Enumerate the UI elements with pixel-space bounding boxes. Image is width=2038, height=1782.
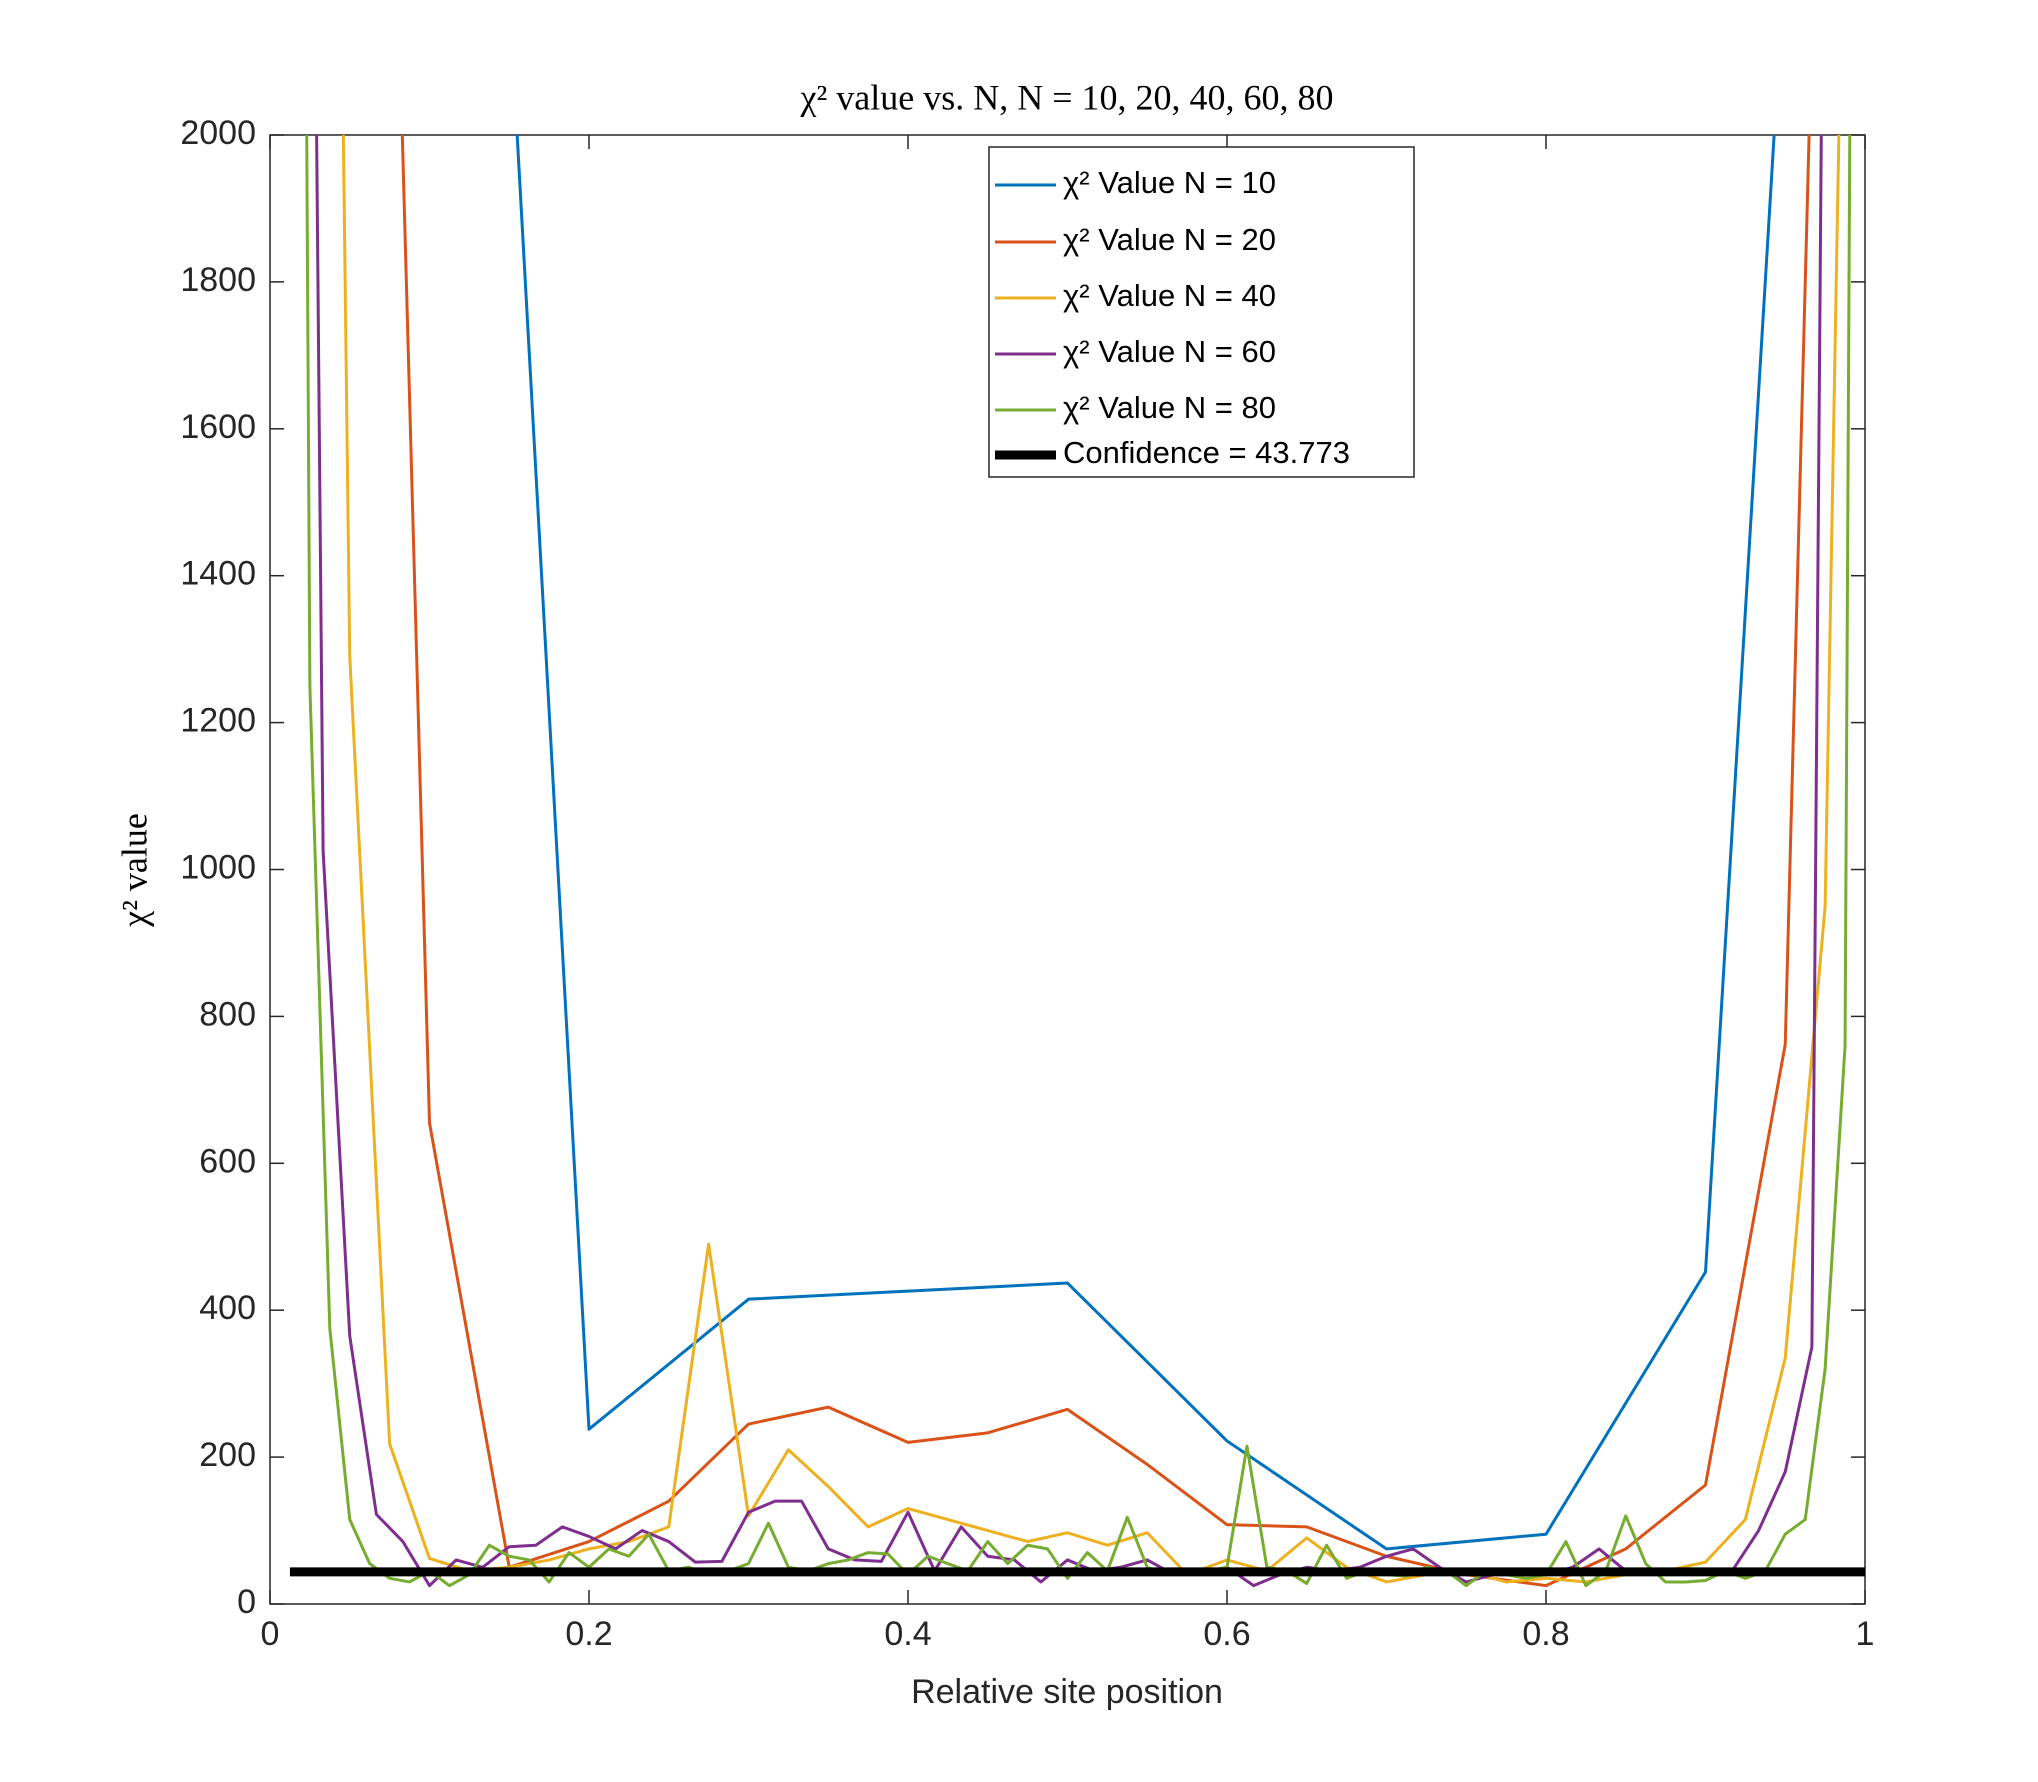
y-tick-label: 1000	[180, 848, 256, 886]
y-tick-label: 400	[199, 1289, 256, 1327]
legend-label: χ² Value N = 40	[1063, 278, 1276, 313]
x-tick-label: 1	[1856, 1615, 1875, 1653]
x-tick-label: 0.2	[565, 1615, 612, 1653]
x-axis-label: Relative site position	[911, 1673, 1223, 1711]
y-tick-label: 600	[199, 1142, 256, 1180]
y-axis-label: χ² value	[114, 813, 154, 928]
x-tick-label: 0	[261, 1615, 280, 1653]
legend-label: χ² Value N = 20	[1063, 222, 1276, 257]
y-tick-label: 200	[199, 1436, 256, 1474]
x-tick-label: 0.6	[1203, 1615, 1250, 1653]
y-tick-label: 1200	[180, 702, 256, 740]
y-tick-label: 0	[237, 1583, 256, 1621]
y-tick-label: 800	[199, 995, 256, 1033]
legend-label: Confidence = 43.773	[1063, 435, 1350, 470]
legend-label: χ² Value N = 80	[1063, 390, 1276, 425]
chart-title: χ² value vs. N, N = 10, 20, 40, 60, 80	[799, 77, 1333, 117]
legend-box	[988, 146, 1415, 478]
series-line	[515, 135, 1776, 1551]
legend-label: χ² Value N = 60	[1063, 334, 1276, 369]
plot-lines	[289, 135, 1865, 1588]
x-tick-label: 0.8	[1522, 1615, 1569, 1653]
x-tick-label: 0.4	[884, 1615, 931, 1653]
y-tick-label: 1600	[180, 408, 256, 446]
series-line	[315, 135, 1823, 1588]
y-tick-label: 2000	[180, 114, 256, 152]
y-tick-label: 1400	[180, 555, 256, 593]
legend-label: χ² Value N = 10	[1063, 165, 1276, 200]
y-tick-label: 1800	[180, 261, 256, 299]
